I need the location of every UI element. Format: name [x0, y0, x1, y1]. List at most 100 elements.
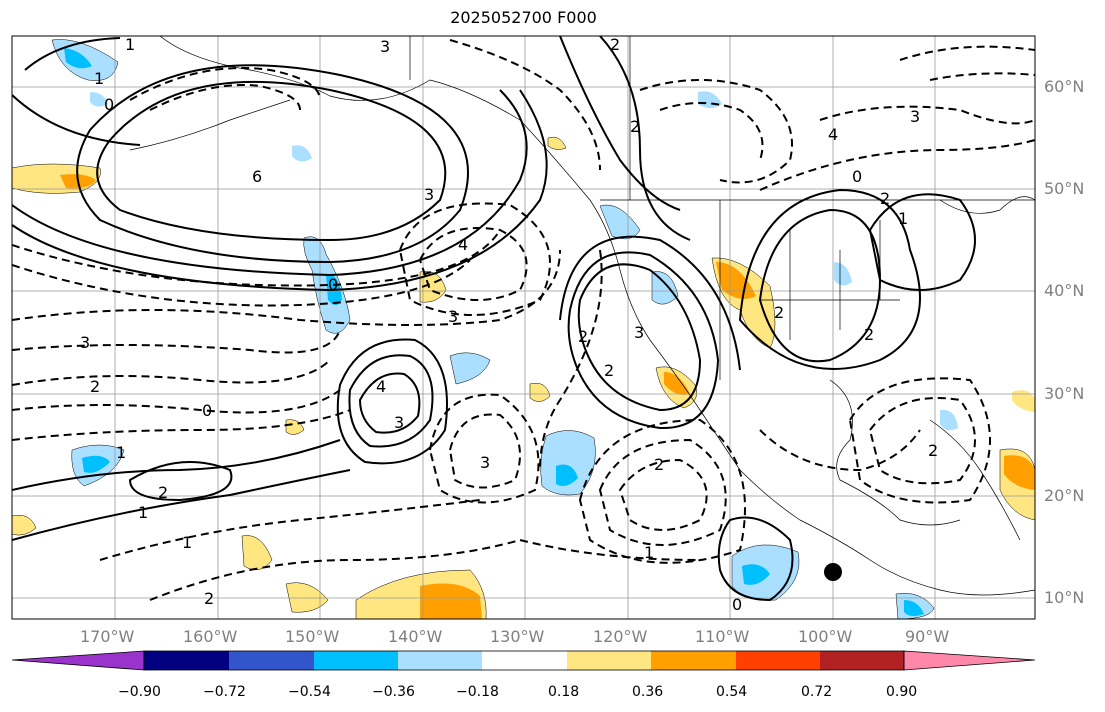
colorbar-tick-label: 0.72 — [801, 684, 833, 700]
contour-label: 0 — [202, 401, 212, 420]
contour-label: 3 — [424, 185, 434, 204]
colorbar-segment — [820, 651, 904, 670]
contour-labels: 3 2 1 0 1 6 4 3 2 0 1 2 4 3 3 2 0 3 2 2 … — [80, 35, 938, 614]
colorbar-tick-label: −0.36 — [372, 684, 415, 700]
contour-label: 2 — [204, 589, 214, 608]
shade-patch — [556, 464, 578, 486]
contour-label: 1 — [182, 533, 192, 552]
colorbar-high-extend — [903, 650, 1036, 671]
colorbar-tick-label: −0.72 — [203, 684, 246, 700]
longitude-label: 150°W — [285, 627, 340, 646]
contour-label: 4 — [376, 377, 386, 396]
shade-patch — [540, 430, 596, 496]
contour-label: 2 — [654, 455, 664, 474]
latitude-label: 10°N — [1044, 588, 1085, 607]
longitude-label: 130°W — [490, 627, 545, 646]
latitude-label: 40°N — [1044, 281, 1085, 300]
colorbar-tick-label: −0.54 — [288, 684, 331, 700]
solid-contours — [12, 36, 976, 602]
contour-label: 1 — [116, 443, 126, 462]
contour-label: 3 — [634, 323, 644, 342]
shade-patch — [82, 455, 110, 473]
colorbar-segment — [314, 651, 398, 670]
contour-label: 0 — [732, 595, 742, 614]
colorbar — [11, 650, 1036, 671]
shade-patch — [64, 48, 92, 69]
shade-patch — [420, 583, 482, 619]
contour-label: 1 — [138, 503, 148, 522]
colorbar-segment — [229, 651, 314, 670]
colorbar-tick-label: 0.54 — [716, 684, 748, 700]
shade-patch — [12, 515, 37, 536]
latitude-label: 60°N — [1044, 77, 1085, 96]
contour-label: 2 — [928, 441, 938, 460]
contour-label: 4 — [828, 125, 838, 144]
contour-label: 2 — [90, 377, 100, 396]
contour-label: 2 — [578, 327, 588, 346]
colorbar-tick-label: 0.18 — [548, 684, 580, 700]
contour-label: 0 — [328, 275, 338, 294]
longitude-label: 120°W — [593, 627, 648, 646]
graticule — [12, 36, 1035, 619]
longitude-label: 100°W — [798, 627, 853, 646]
contour-label: 1 — [898, 209, 908, 228]
contour-label: 0 — [104, 95, 114, 114]
contour-label: 2 — [774, 303, 784, 322]
contour-label: 1 — [644, 543, 654, 562]
shade-patch — [599, 204, 641, 240]
longitude-label: 160°W — [183, 627, 238, 646]
colorbar-segment — [651, 651, 736, 670]
plot-frame — [11, 35, 1036, 620]
contour-label: 3 — [448, 307, 458, 326]
shade-patch — [292, 145, 312, 162]
contour-label: 6 — [252, 167, 262, 186]
colorbar-segment — [144, 651, 229, 670]
latitude-label: 50°N — [1044, 179, 1085, 198]
latitude-label: 30°N — [1044, 384, 1085, 403]
colorbar-tick-label: −0.18 — [456, 684, 499, 700]
contour-label: 2 — [864, 325, 874, 344]
longitude-label: 170°W — [80, 627, 135, 646]
colorbar-segment — [398, 651, 482, 670]
contour-label: 1 — [94, 69, 104, 88]
colorbar-segment — [482, 651, 567, 670]
shade-patch — [285, 582, 329, 613]
latitude-label: 20°N — [1044, 486, 1085, 505]
contour-label: 2 — [630, 117, 640, 136]
shade-patch — [716, 262, 756, 299]
contour-label: 3 — [910, 107, 920, 126]
contour-label: 2 — [158, 483, 168, 502]
shade-patch — [547, 136, 567, 150]
map-title: 2025052700 F000 — [450, 8, 597, 27]
contour-label: 3 — [394, 413, 404, 432]
contour-label: 3 — [480, 453, 490, 472]
shade-patch — [90, 92, 108, 107]
shade-patch — [904, 600, 924, 617]
contour-label: 1 — [125, 35, 135, 54]
contour-label: 2 — [880, 189, 890, 208]
contour-label: 4 — [458, 235, 468, 254]
shade-patch — [664, 372, 690, 395]
shade-patch — [834, 262, 852, 286]
colorbar-tick-label: 0.36 — [632, 684, 664, 700]
colorbar-tick-label: 0.90 — [886, 684, 918, 700]
dashed-contours — [12, 39, 1035, 601]
shade-patch — [1004, 455, 1035, 490]
contour-label: 2 — [604, 361, 614, 380]
shade-patch — [1012, 390, 1035, 412]
colorbar-segment — [567, 651, 651, 670]
contour-label: 3 — [380, 37, 390, 56]
longitude-label: 90°W — [905, 627, 950, 646]
longitude-label: 140°W — [388, 627, 443, 646]
shade-patch — [529, 383, 551, 402]
shade-patch — [651, 271, 679, 305]
longitude-label: 110°W — [695, 627, 750, 646]
shade-patch — [241, 535, 273, 571]
position-marker — [824, 563, 842, 581]
shade-patch — [940, 409, 958, 431]
colorbar-low-extend — [11, 650, 145, 671]
shade-patch — [449, 352, 491, 385]
shade-patch — [742, 564, 770, 585]
colorbar-tick-label: −0.90 — [118, 684, 161, 700]
